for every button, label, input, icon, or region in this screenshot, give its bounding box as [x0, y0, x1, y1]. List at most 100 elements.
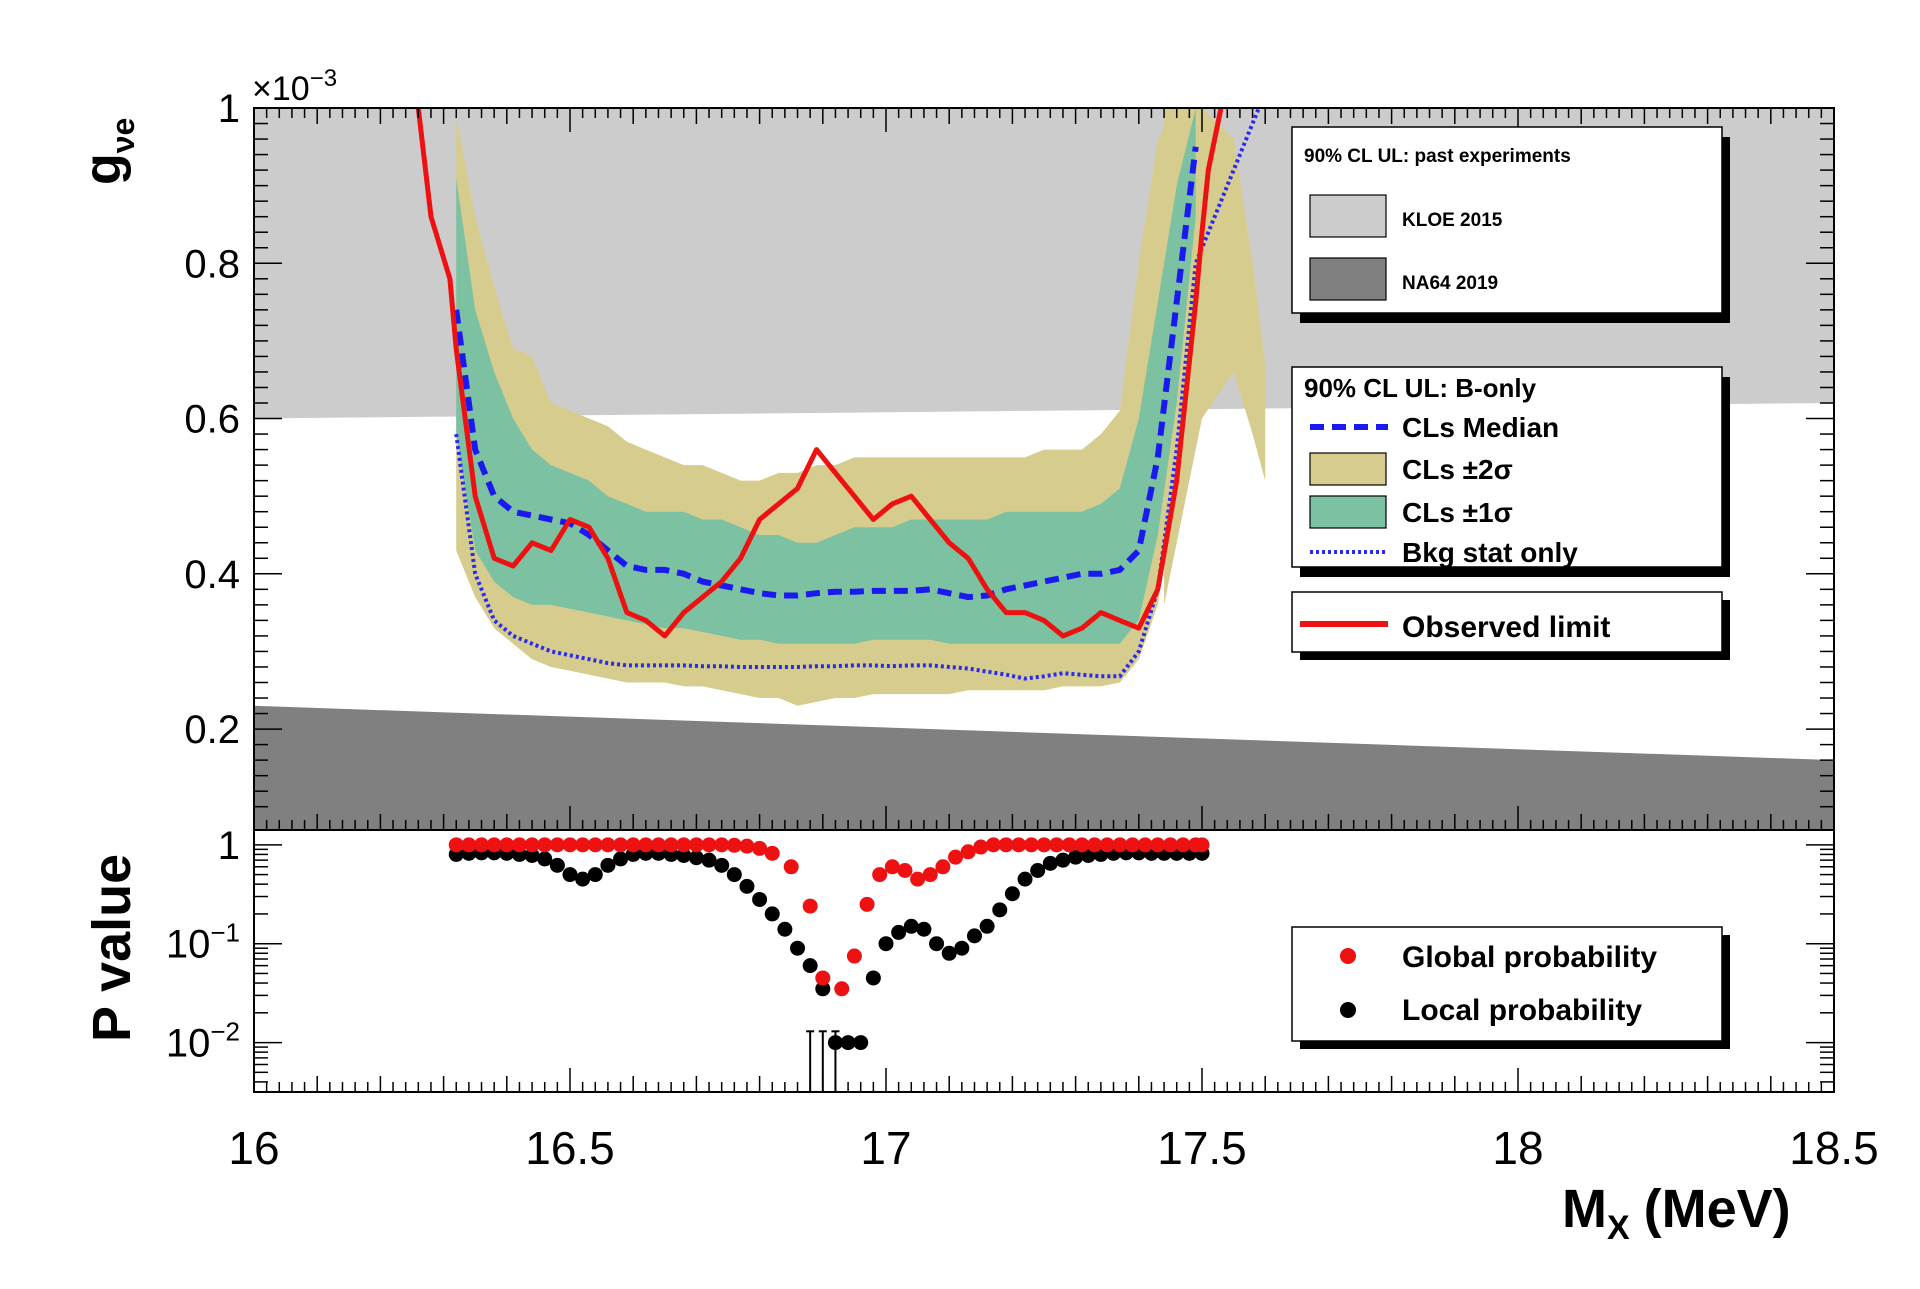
- global-probability-point: [783, 859, 799, 875]
- global-probability-point: [897, 863, 913, 878]
- local-probability-point: [777, 921, 793, 937]
- local-probability-point: [790, 940, 806, 956]
- global-probability-point: [935, 859, 951, 875]
- legend-prob-box: [1291, 926, 1723, 1042]
- local-probability-point: [1042, 855, 1058, 871]
- x-axis-title-unit: (MeV): [1644, 1179, 1791, 1239]
- y-axis-title-symbol: g: [74, 153, 132, 185]
- local-probability-point: [1017, 871, 1033, 887]
- local-probability-point: [853, 1035, 869, 1051]
- legend-past-title: 90% CL UL: past experiments: [1304, 146, 1571, 167]
- x-tick-label: 17.5: [1157, 1122, 1247, 1174]
- global-probability-point: [663, 837, 679, 853]
- global-probability-point: [910, 871, 926, 887]
- x-axis-title-subscript: X: [1607, 1209, 1630, 1247]
- global-probability-point: [499, 837, 515, 853]
- legend-label-band1: CLs ±1σ: [1402, 497, 1513, 528]
- local-probability-point: [929, 936, 945, 952]
- legend-swatch-band1: [1309, 495, 1387, 529]
- legend-marker-local: [1340, 1002, 1356, 1018]
- local-probability-point: [764, 906, 780, 922]
- legend-observed: Observed limit: [1291, 591, 1730, 660]
- local-probability-point: [941, 945, 957, 961]
- global-probability-point: [600, 837, 616, 853]
- local-probability-point: [1030, 863, 1046, 878]
- local-probability-point: [587, 867, 603, 883]
- x-axis-title-mass: MX (MeV): [1562, 1179, 1791, 1247]
- y-log-tick-label-exponent: −2: [210, 1017, 240, 1047]
- global-probability-point: [575, 837, 591, 853]
- pvalue-plot-frame: [253, 829, 1835, 1093]
- local-probability-point: [1004, 886, 1020, 902]
- local-probability-point: [840, 1035, 856, 1051]
- y-tick-label: 0.2: [184, 708, 240, 752]
- global-probability-point: [973, 839, 989, 855]
- local-probability-point: [676, 847, 692, 863]
- x-tick-label: 18.5: [1789, 1122, 1879, 1174]
- local-probability-point: [688, 850, 704, 866]
- observed-limit-line: [415, 108, 1224, 639]
- legend-bonly-title: 90% CL UL: B-only: [1304, 373, 1537, 403]
- global-probability-point: [511, 837, 527, 853]
- global-probability-point: [486, 837, 502, 853]
- global-probability-point: [960, 844, 976, 860]
- global-probability-point: [815, 970, 831, 986]
- local-probability-point: [966, 928, 982, 944]
- global-probability-point: [638, 837, 654, 853]
- local-probability-point: [979, 918, 995, 934]
- global-probability-point: [1011, 837, 1027, 853]
- global-probability-point: [650, 837, 666, 853]
- local-probability-point: [575, 871, 591, 887]
- global-probability-point: [764, 845, 780, 861]
- global-probability-point: [1112, 837, 1128, 853]
- legend-past-experiments: 90% CL UL: past experiments KLOE 2015 NA…: [1291, 126, 1730, 323]
- local-probability-point: [1068, 849, 1084, 865]
- global-probability-point: [1175, 837, 1191, 853]
- na64-exclusion-region: [254, 705, 1834, 830]
- legend-label-na64: NA64 2019: [1402, 273, 1498, 294]
- global-probability-point: [613, 837, 629, 853]
- global-probability-point: [1061, 837, 1077, 853]
- y-tick-label: 1: [218, 87, 240, 131]
- y-log-tick-label: 10−2: [166, 1017, 240, 1066]
- local-probability-point: [992, 902, 1008, 918]
- local-probability-point: [802, 958, 818, 974]
- local-probability-point: [878, 936, 894, 952]
- global-probability-point: [846, 948, 862, 964]
- legend-marker-global: [1340, 948, 1356, 964]
- global-probability-point: [461, 837, 477, 853]
- global-probability-point: [1036, 837, 1052, 853]
- global-probability-point: [802, 898, 818, 914]
- y-log-tick-label: 10−1: [166, 918, 240, 967]
- y-log-tick-label: 1: [218, 824, 240, 868]
- local-probability-point: [865, 970, 881, 986]
- legend-label-local: Local probability: [1402, 994, 1642, 1027]
- global-probability-point: [587, 837, 603, 853]
- legend-label-global: Global probability: [1402, 941, 1657, 974]
- legend-label-band2: CLs ±2σ: [1402, 454, 1513, 485]
- y-axis-title-pvalue: P value: [82, 854, 142, 1042]
- global-probability-point: [537, 837, 553, 853]
- global-probability-point: [524, 837, 540, 853]
- global-probability-point: [726, 837, 742, 853]
- band-1-sigma: [456, 108, 1196, 644]
- global-probability-point: [474, 837, 490, 853]
- local-probability-point: [726, 867, 742, 883]
- x-tick-label: 17: [860, 1122, 911, 1174]
- y-log-tick-label-base: 10: [166, 1022, 211, 1066]
- local-probability-point: [600, 857, 616, 873]
- local-probability-point: [815, 981, 831, 997]
- global-probability-point: [1150, 837, 1166, 853]
- legend-probability: Global probability Local probability: [1291, 926, 1730, 1049]
- global-probability-point: [998, 837, 1014, 853]
- global-probability-point: [714, 837, 730, 853]
- local-probability-point: [752, 891, 768, 907]
- limit-plot-axes: 0.2 0.4 0.6 0.8 1: [184, 87, 1835, 830]
- global-probability-point: [1087, 837, 1103, 853]
- local-probability-point: [827, 1035, 843, 1051]
- global-probability-point: [752, 840, 768, 856]
- local-probability-point: [954, 940, 970, 956]
- legend-swatch-kloe: [1309, 194, 1387, 238]
- global-probability-point: [948, 849, 964, 865]
- legend-label-bkg: Bkg stat only: [1402, 537, 1578, 568]
